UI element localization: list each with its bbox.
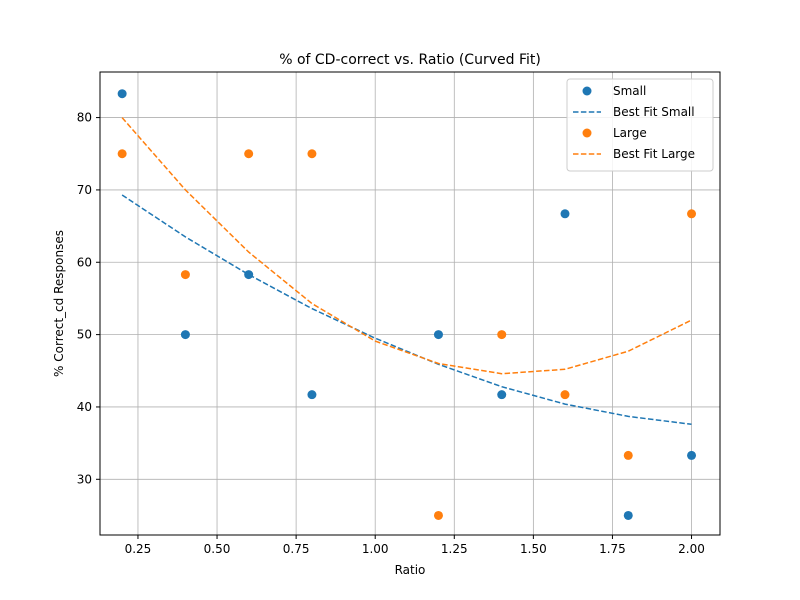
scatter-point	[560, 390, 570, 400]
legend-box	[566, 78, 714, 172]
scatter-point	[623, 510, 633, 520]
scatter-point	[307, 149, 317, 159]
scatter-point	[497, 390, 507, 400]
scatter-point	[307, 390, 317, 400]
x-tick-label: 1.00	[362, 542, 389, 556]
legend-label: Small	[613, 84, 646, 98]
x-axis-label: Ratio	[395, 563, 426, 577]
scatter-point	[117, 89, 127, 99]
y-tick-label: 80	[77, 111, 92, 125]
legend-label: Large	[613, 126, 647, 140]
scatter-point	[244, 149, 254, 159]
scatter-point	[623, 450, 633, 460]
legend-label: Best Fit Small	[613, 105, 695, 119]
scatter-point	[244, 270, 254, 280]
legend: Small Best Fit Small Large Best Fit Large	[566, 78, 714, 172]
scatter-point	[433, 330, 443, 340]
x-tick-label: 1.75	[599, 542, 626, 556]
fit-line-1	[121, 194, 692, 426]
x-axis-ticks: 0.25 0.50 0.75 1.00 1.25 1.50 1.75 2.00	[125, 535, 705, 556]
fit-line-3	[121, 117, 692, 375]
plot-frame	[99, 71, 721, 536]
legend-label: Best Fit Large	[613, 147, 695, 161]
y-tick-label: 40	[77, 400, 92, 414]
scatter-point	[497, 330, 507, 340]
scatter-point	[180, 270, 190, 280]
y-axis-label: % Correct_cd Responses	[52, 230, 66, 377]
x-tick-label: 0.75	[283, 542, 310, 556]
x-tick-label: 0.50	[204, 542, 231, 556]
plot-series	[117, 89, 697, 520]
y-tick-label: 50	[77, 328, 92, 342]
legend-marker	[582, 128, 592, 138]
y-tick-label: 70	[77, 183, 92, 197]
scatter-point	[687, 209, 697, 219]
x-tick-label: 2.00	[678, 542, 705, 556]
scatter-point	[433, 510, 443, 520]
y-tick-label: 60	[77, 255, 92, 269]
scatter-point	[560, 209, 570, 219]
x-tick-label: 1.25	[441, 542, 468, 556]
y-axis-ticks: 30 40 50 60 70 80	[77, 111, 100, 486]
chart-title: % of CD-correct vs. Ratio (Curved Fit)	[279, 52, 541, 68]
scatter-point	[180, 330, 190, 340]
y-tick-label: 30	[77, 472, 92, 486]
scatter-point	[687, 450, 697, 460]
legend-marker	[582, 86, 592, 96]
x-tick-label: 1.50	[520, 542, 547, 556]
scatter-point	[117, 149, 127, 159]
x-tick-label: 0.25	[125, 542, 152, 556]
